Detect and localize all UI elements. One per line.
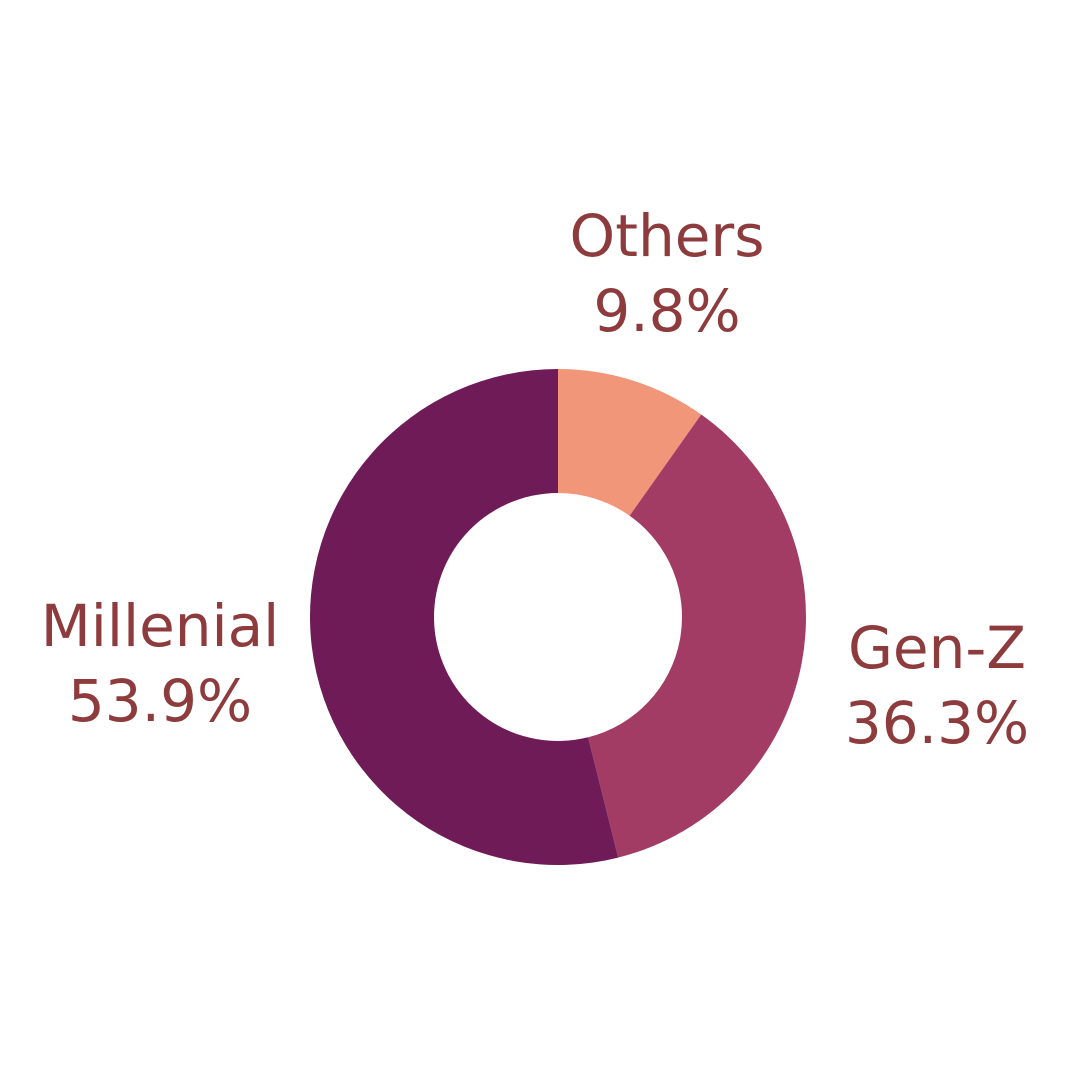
slice-value-label: 36.3% (845, 689, 1029, 757)
donut-slice (309, 369, 619, 866)
slice-label: Others (570, 202, 765, 270)
slice-label: Gen-Z (848, 614, 1026, 682)
donut-slice (588, 414, 806, 858)
slice-label: Millenial (41, 592, 280, 660)
slice-value-label: 53.9% (68, 667, 252, 735)
donut-slice (558, 369, 702, 516)
slice-value-label: 9.8% (593, 277, 740, 345)
